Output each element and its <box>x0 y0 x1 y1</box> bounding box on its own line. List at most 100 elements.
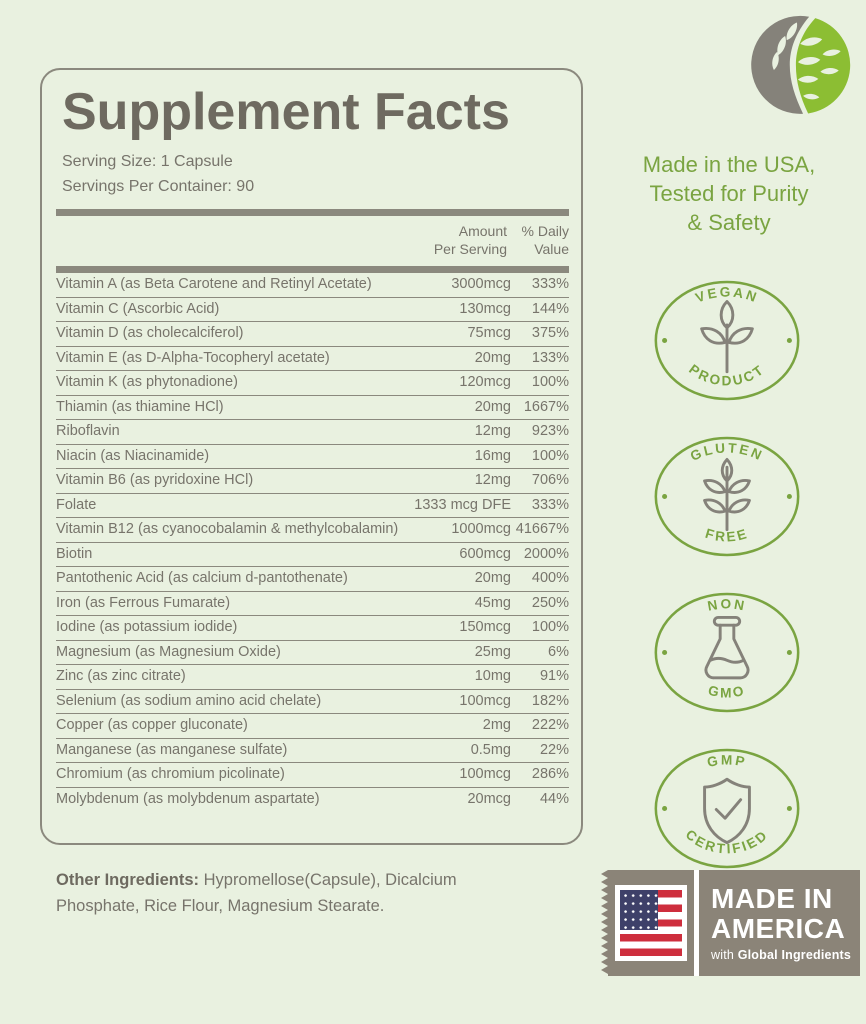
svg-text:FREE: FREE <box>704 526 751 545</box>
table-row: Manganese (as manganese sulfate) 0.5mg 22% <box>56 739 569 764</box>
column-header-daily-value: % Daily Value <box>521 222 569 257</box>
made-in-usa-text: Made in the USA, Tested for Purity & Saf… <box>642 152 816 236</box>
made-in-america-stamp: MADE IN AMERICA with Global Ingredients <box>598 870 860 976</box>
table-row: Vitamin K (as phytonadione) 120mcg 100% <box>56 371 569 396</box>
table-row: Riboflavin 12mg 923% <box>56 420 569 445</box>
nutrient-name: Molybdenum (as molybdenum aspartate) <box>56 790 320 807</box>
nutrient-daily-value: 6% <box>548 643 569 660</box>
table-row: Magnesium (as Magnesium Oxide) 25mg 6% <box>56 641 569 666</box>
other-ingredients-text: Hypromellose(Capsule), Dicalcium Phospha… <box>56 871 457 915</box>
divider-bar <box>56 208 569 216</box>
nutrient-amount: 120mcg <box>459 374 511 391</box>
stamp-divider <box>694 870 699 976</box>
svg-text:NON: NON <box>706 597 747 614</box>
table-row: Chromium (as chromium picolinate) 100mcg 2… <box>56 763 569 788</box>
nutrient-name: Chromium (as chromium picolinate) <box>56 766 285 783</box>
badge-column: VEGAN PRODUCT GLUTEN FREE <box>649 276 805 878</box>
nutrient-amount: 45mg <box>474 594 511 611</box>
badge-gmp-certified: GMP CERTIFIED <box>649 744 805 878</box>
nutrient-name: Vitamin D (as cholecalciferol) <box>56 325 244 342</box>
nutrient-daily-value: 286% <box>531 766 569 783</box>
svg-text:GMO: GMO <box>707 683 748 701</box>
supplement-facts-panel: Supplement Facts Serving Size: 1 Capsule… <box>40 68 583 845</box>
badge-ring <box>654 592 800 713</box>
panel-title: Supplement Facts <box>62 83 510 141</box>
badge-top-text: VEGAN <box>693 285 758 306</box>
stamp-line2: AMERICA <box>711 912 846 944</box>
nutrient-amount: 12mg <box>474 472 511 489</box>
nutrient-amount: 16mg <box>474 447 511 464</box>
badge-top-text: GMP <box>706 753 746 770</box>
leaf-logo-icon <box>750 14 852 121</box>
nutrient-amount: 0.5mg <box>470 741 511 758</box>
nutrient-name: Vitamin A (as Beta Carotene and Retinyl … <box>56 276 372 293</box>
badge-gluten-free: GLUTEN FREE <box>649 432 805 566</box>
wheat-icon <box>703 457 751 532</box>
nutrient-daily-value: 182% <box>531 692 569 709</box>
nutrient-daily-value: 44% <box>539 790 569 807</box>
table-row: Selenium (as sodium amino acid chelate) 1… <box>56 690 569 715</box>
badge-bottom-text: FREE <box>704 526 748 545</box>
svg-text:GMP: GMP <box>706 753 748 770</box>
stamp-text: MADE IN AMERICA with Global Ingredients <box>699 870 860 976</box>
nutrient-daily-value: 250% <box>531 594 569 611</box>
nutrient-amount: 2mg <box>482 717 511 734</box>
nutrient-daily-value: 222% <box>531 717 569 734</box>
nutrient-daily-value: 706% <box>531 472 569 489</box>
nutrient-daily-value: 2000% <box>523 545 569 562</box>
nutrient-daily-value: 144% <box>531 300 569 317</box>
nutrient-name: Magnesium (as Magnesium Oxide) <box>56 643 281 660</box>
nutrient-name: Thiamin (as thiamine HCl) <box>56 398 224 415</box>
nutrient-daily-value: 1667% <box>523 398 569 415</box>
nutrient-name: Vitamin C (Ascorbic Acid) <box>56 300 220 317</box>
plant-icon <box>700 300 754 374</box>
nutrient-amount: 100mcg <box>459 692 511 709</box>
nutrient-daily-value: 100% <box>531 619 569 636</box>
nutrient-daily-value: 41667% <box>515 521 569 538</box>
usa-flag-icon <box>620 890 682 956</box>
nutrient-daily-value: 400% <box>531 570 569 587</box>
shield-check-icon <box>703 777 751 845</box>
nutrient-name: Manganese (as manganese sulfate) <box>56 741 288 758</box>
nutrient-name: Copper (as copper gluconate) <box>56 717 248 734</box>
nutrient-daily-value: 133% <box>531 349 569 366</box>
nutrient-amount: 1333 mcg DFE <box>414 496 511 513</box>
nutrient-name: Vitamin E (as D-Alpha-Tocopheryl acetate… <box>56 349 330 366</box>
column-header-amount: Amount Per Serving <box>433 222 507 257</box>
stamp-line1: MADE IN <box>711 883 833 915</box>
nutrient-name: Selenium (as sodium amino acid chelate) <box>56 692 322 709</box>
nutrient-amount: 100mcg <box>459 766 511 783</box>
nutrient-daily-value: 375% <box>531 325 569 342</box>
table-row: Folate 1333 mcg DFE 333% <box>56 494 569 519</box>
table-row: Iodine (as potassium iodide) 150mcg 100% <box>56 616 569 641</box>
stamp-zigzag-edge <box>601 870 608 976</box>
serving-size: Serving Size: 1 Capsule <box>62 152 233 170</box>
nutrient-amount: 150mcg <box>459 619 511 636</box>
nutrient-name: Vitamin B6 (as pyridoxine HCl) <box>56 472 254 489</box>
nutrient-amount: 1000mcg <box>451 521 511 538</box>
flask-icon <box>704 615 750 680</box>
table-row: Vitamin C (Ascorbic Acid) 130mcg 144% <box>56 298 569 323</box>
nutrient-daily-value: 100% <box>531 447 569 464</box>
table-row: Vitamin D (as cholecalciferol) 75mcg 375% <box>56 322 569 347</box>
nutrient-table: Vitamin A (as Beta Carotene and Retinyl … <box>56 273 569 811</box>
nutrient-amount: 20mg <box>474 349 511 366</box>
table-row: Vitamin B6 (as pyridoxine HCl) 12mg 706% <box>56 469 569 494</box>
table-row: Vitamin B12 (as cyanocobalamin & methylc… <box>56 518 569 543</box>
nutrient-amount: 130mcg <box>459 300 511 317</box>
badge-top-text: NON <box>706 597 745 614</box>
other-ingredients: Other Ingredients: Hypromellose(Capsule)… <box>56 868 524 919</box>
nutrient-daily-value: 22% <box>539 741 569 758</box>
other-ingredients-label: Other Ingredients: <box>56 871 200 889</box>
nutrient-name: Pantothenic Acid (as calcium d-pantothen… <box>56 570 348 587</box>
nutrient-amount: 10mg <box>474 668 511 685</box>
nutrient-name: Folate <box>56 496 97 513</box>
table-row: Molybdenum (as molybdenum aspartate) 20mc… <box>56 788 569 812</box>
nutrient-name: Biotin <box>56 545 93 562</box>
table-row: Pantothenic Acid (as calcium d-pantothen… <box>56 567 569 592</box>
nutrient-daily-value: 91% <box>539 668 569 685</box>
nutrient-amount: 3000mcg <box>451 276 511 293</box>
badge-ring <box>654 748 800 869</box>
divider-bar <box>56 266 569 274</box>
nutrient-amount: 20mg <box>474 398 511 415</box>
